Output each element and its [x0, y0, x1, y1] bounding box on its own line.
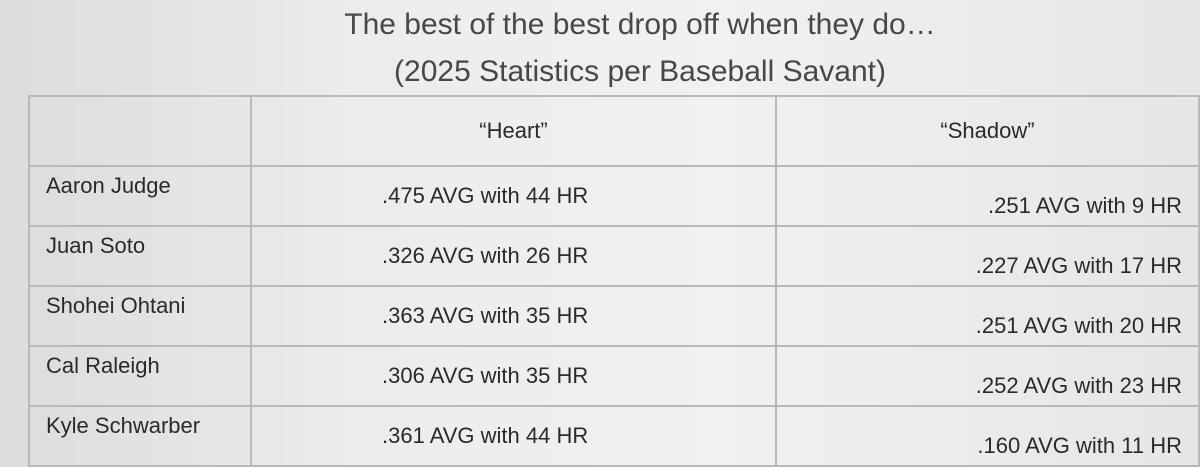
column-header: “Heart”	[250, 95, 777, 167]
title: The best of the best drop off when they …	[344, 8, 936, 41]
name-cell: Cal Raleigh	[28, 345, 252, 407]
heart-cell: .475 AVG with 44 HR	[250, 165, 777, 227]
subtitle: (2025 Statistics per Baseball Savant)	[394, 55, 886, 88]
shadow-cell: .251 AVG with 9 HR	[775, 165, 1200, 227]
corner-cell	[28, 95, 252, 167]
name-cell: Kyle Schwarber	[28, 405, 252, 467]
table-row: Juan Soto .326 AVG with 26 HR .227 AVG wit…	[28, 225, 1200, 287]
header-row: “Heart” “Shadow”	[28, 95, 1200, 167]
table-row: Cal Raleigh .306 AVG with 35 HR .252 AVG w…	[28, 345, 1200, 407]
shadow-cell: .160 AVG with 11 HR	[775, 405, 1200, 467]
heart-cell: .363 AVG with 35 HR	[250, 285, 777, 347]
table-row: Kyle Schwarber .361 AVG with 44 HR .160 AV…	[28, 405, 1200, 467]
name-cell: Aaron Judge	[28, 165, 252, 227]
name-cell: Juan Soto	[28, 225, 252, 287]
heart-cell: .361 AVG with 44 HR	[250, 405, 777, 467]
table-row: Shohei Ohtani .363 AVG with 35 HR .251 AVG…	[28, 285, 1200, 347]
table-body: “Heart” “Shadow” Aaron Judge .475 AVG wit…	[28, 95, 1200, 467]
table-row: Aaron Judge .475 AVG with 44 HR .251 AVG w…	[28, 165, 1200, 227]
shadow-cell: .252 AVG with 23 HR	[775, 345, 1200, 407]
stats-table: “Heart” “Shadow” Aaron Judge .475 AVG wit…	[28, 95, 1200, 467]
column-header: “Shadow”	[775, 95, 1200, 167]
shadow-cell: .251 AVG with 20 HR	[775, 285, 1200, 347]
heart-cell: .326 AVG with 26 HR	[250, 225, 777, 287]
name-cell: Shohei Ohtani	[28, 285, 252, 347]
shadow-cell: .227 AVG with 17 HR	[775, 225, 1200, 287]
heart-cell: .306 AVG with 35 HR	[250, 345, 777, 407]
